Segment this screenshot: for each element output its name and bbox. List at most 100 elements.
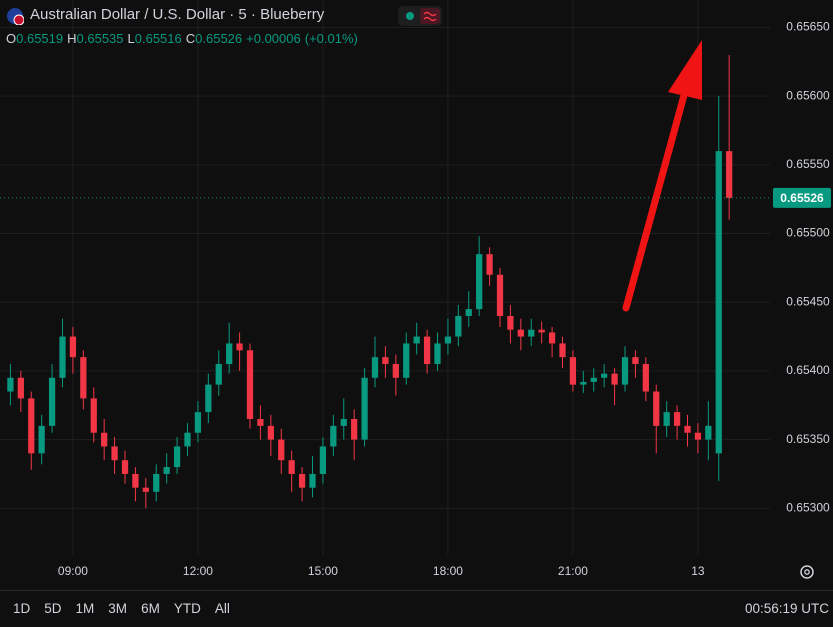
x-tick-label: 13 <box>691 564 705 578</box>
grid <box>0 0 770 555</box>
range-button[interactable]: 1M <box>75 601 95 616</box>
clock: 00:56:19 UTC <box>744 601 829 616</box>
candle-body <box>601 373 608 378</box>
candle-body <box>528 329 535 337</box>
y-tick-label: 0.65300 <box>786 500 830 514</box>
candle-body <box>288 460 295 474</box>
x-tick-label: 12:00 <box>183 564 213 578</box>
candle-body <box>455 315 462 337</box>
candle-body <box>371 357 379 378</box>
candle-body <box>726 151 733 198</box>
arrow-shaft <box>622 84 690 312</box>
candle-body <box>69 336 77 358</box>
candle-body <box>403 343 410 378</box>
arrow-head <box>668 40 702 100</box>
candle-body <box>653 391 660 426</box>
candle-body <box>278 439 285 461</box>
legend-value: 0.65516 <box>134 31 182 46</box>
candle-body <box>194 412 202 433</box>
candle-body <box>215 364 222 385</box>
candle-body <box>632 357 639 365</box>
flag-icon <box>7 8 24 25</box>
chart-title: Australian Dollar / U.S. Dollar · 5 · Bl… <box>30 6 325 23</box>
change: +0.00006 <box>246 31 301 46</box>
range-button[interactable]: 5D <box>44 601 62 616</box>
candle-body <box>496 274 504 316</box>
y-tick-label: 0.65450 <box>786 294 830 308</box>
candle-body <box>382 357 389 365</box>
candle-body <box>319 446 327 474</box>
x-tick-label: 18:00 <box>433 564 463 578</box>
candle-body <box>340 418 347 426</box>
candle-body <box>90 398 97 433</box>
annotation-arrow <box>622 40 702 312</box>
status-badges[interactable] <box>398 6 444 26</box>
candle-body <box>465 309 472 316</box>
candle-body <box>142 487 149 492</box>
gear-ring <box>800 565 814 579</box>
range-button[interactable]: YTD <box>173 601 201 616</box>
candle-body <box>507 315 514 330</box>
y-tick-label: 0.65350 <box>786 432 830 446</box>
range-button[interactable]: 1D <box>13 601 31 616</box>
legend-value: 0.65519 <box>16 31 64 46</box>
candle-body <box>392 364 399 378</box>
candle-body <box>38 425 45 454</box>
legend-key: C <box>185 31 196 46</box>
candle-body <box>111 446 118 461</box>
candle-body <box>101 432 108 447</box>
candle-body <box>236 343 243 351</box>
candle-body <box>80 357 87 399</box>
delay-icon <box>423 11 437 22</box>
candle-body <box>309 473 316 488</box>
legend-value: 0.65526 <box>195 31 243 46</box>
candle-body <box>246 350 254 419</box>
candle-body <box>423 336 431 365</box>
y-tick-label: 0.65400 <box>786 363 830 377</box>
candle-body <box>476 254 483 310</box>
candle-body <box>642 364 649 392</box>
y-tick-label: 0.65600 <box>786 88 830 102</box>
y-tick-label: 0.65550 <box>786 157 830 171</box>
chart: 0.65300 0.65350 0.65400 0.65450 0.65500 0.655… <box>0 0 831 579</box>
range-button[interactable]: All <box>214 601 230 616</box>
last-price-label: 0.65526 <box>780 191 824 205</box>
range-button[interactable]: 6M <box>141 601 160 616</box>
candle-body <box>48 377 56 426</box>
candle-body <box>361 377 368 440</box>
settings-icon[interactable] <box>800 565 814 579</box>
x-tick-label: 09:00 <box>58 564 88 578</box>
candle-body <box>590 377 597 382</box>
candle-body <box>569 357 577 385</box>
range-button[interactable]: 3M <box>108 601 128 616</box>
candle-body <box>28 398 35 454</box>
candle-body <box>559 343 566 358</box>
legend-key: H <box>67 31 77 46</box>
gear-center <box>804 569 810 575</box>
candle-body <box>580 381 587 385</box>
candle-body <box>121 460 129 474</box>
candle-body <box>517 329 524 337</box>
candle-body <box>298 473 306 488</box>
ohlc-legend: O0.65519 H0.65535 L0.65516 C0.65526 +0.00006… <box>6 31 358 46</box>
flag-us <box>13 14 24 25</box>
candle-body <box>163 467 170 474</box>
legend-value: 0.65535 <box>76 31 124 46</box>
candle-body <box>184 432 191 447</box>
x-tick-label: 21:00 <box>558 564 588 578</box>
axes: 0.65300 0.65350 0.65400 0.65450 0.65500 0.655… <box>0 20 831 578</box>
change-pct: (+0.01%) <box>304 31 358 46</box>
candle-body <box>153 473 160 492</box>
candle-body <box>132 473 139 488</box>
candle-body <box>673 412 681 426</box>
candle-body <box>7 377 14 392</box>
legend-key: O <box>6 31 17 46</box>
last-price-box <box>773 187 831 208</box>
candle-body <box>434 343 441 365</box>
candle-body <box>694 432 702 440</box>
candle-body <box>715 151 722 454</box>
candle-body <box>351 418 358 440</box>
legend-key: L <box>127 31 135 46</box>
candle-body <box>444 336 452 344</box>
y-tick-label: 0.65650 <box>786 20 830 34</box>
